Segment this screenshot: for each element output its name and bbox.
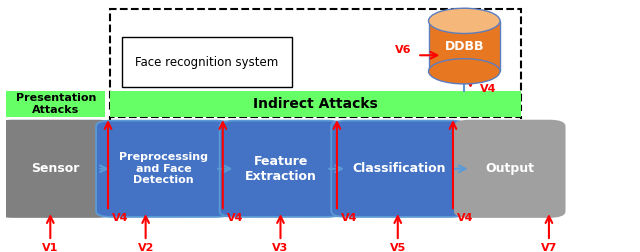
FancyBboxPatch shape (96, 121, 231, 217)
Text: Output: Output (485, 162, 534, 175)
Text: Classification: Classification (352, 162, 445, 175)
Text: V1: V1 (42, 243, 58, 252)
Text: Feature
Extraction: Feature Extraction (245, 155, 317, 183)
Text: V7: V7 (541, 243, 557, 252)
Text: V4: V4 (480, 83, 497, 93)
Text: V4: V4 (112, 213, 128, 224)
FancyBboxPatch shape (110, 91, 521, 117)
Text: Sensor: Sensor (31, 162, 79, 175)
Text: V3: V3 (273, 243, 289, 252)
Ellipse shape (429, 8, 500, 34)
FancyBboxPatch shape (220, 121, 342, 217)
Text: V4: V4 (227, 213, 243, 224)
FancyBboxPatch shape (429, 21, 500, 71)
Text: V5: V5 (390, 243, 406, 252)
FancyBboxPatch shape (6, 91, 106, 117)
Text: Preprocessing
and Face
Detection: Preprocessing and Face Detection (119, 152, 208, 185)
Ellipse shape (429, 59, 500, 84)
Text: Face recognition system: Face recognition system (136, 56, 279, 69)
FancyBboxPatch shape (332, 121, 466, 217)
Text: Indirect Attacks: Indirect Attacks (253, 97, 378, 111)
Text: V6: V6 (394, 45, 411, 54)
Text: V4: V4 (340, 213, 357, 224)
FancyBboxPatch shape (455, 121, 564, 217)
FancyBboxPatch shape (122, 37, 292, 87)
Text: V4: V4 (457, 213, 473, 224)
Text: Presentation
Attacks: Presentation Attacks (16, 93, 96, 115)
FancyBboxPatch shape (0, 121, 113, 217)
Text: DDBB: DDBB (445, 40, 484, 53)
Text: V2: V2 (138, 243, 154, 252)
